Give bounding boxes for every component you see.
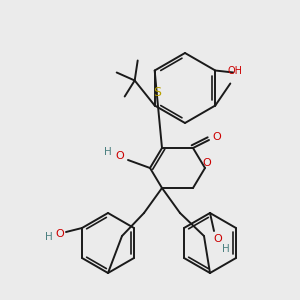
Text: S: S	[153, 86, 161, 99]
Text: O: O	[56, 229, 64, 239]
Text: O: O	[202, 158, 211, 168]
Text: OH: OH	[228, 67, 243, 76]
Text: O: O	[214, 234, 222, 244]
Text: H: H	[222, 244, 230, 254]
Text: O: O	[213, 132, 221, 142]
Text: O: O	[116, 151, 124, 161]
Text: H: H	[104, 147, 112, 157]
Text: H: H	[45, 232, 53, 242]
